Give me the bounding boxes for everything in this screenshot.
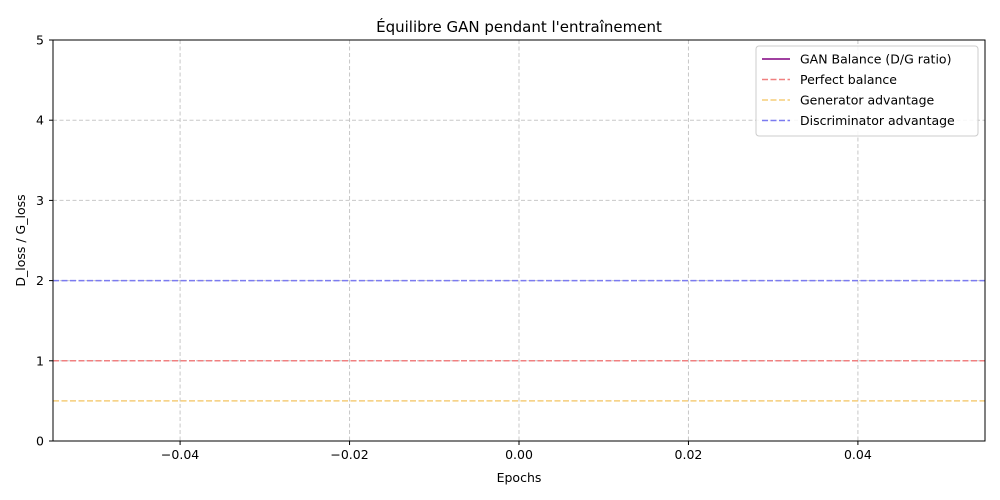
y-tick-label: 4 — [36, 113, 44, 128]
legend-label: Generator advantage — [800, 93, 935, 108]
y-tick-label: 2 — [36, 273, 44, 288]
legend: GAN Balance (D/G ratio) Perfect balance Ge… — [755, 45, 979, 137]
y-tick-label: 0 — [36, 434, 44, 449]
x-ticks: −0.04 −0.02 0.00 0.02 0.04 — [161, 441, 872, 462]
x-tick-label: 0.02 — [675, 447, 703, 462]
chart-title: Équilibre GAN pendant l'entraînement — [376, 17, 662, 36]
x-tick-label: 0.04 — [844, 447, 872, 462]
legend-label: Discriminator advantage — [800, 113, 955, 128]
y-ticks: 0 1 2 3 4 5 — [36, 33, 53, 449]
y-tick-label: 5 — [36, 33, 44, 48]
y-axis-label: D_loss / G_loss — [13, 194, 28, 286]
x-tick-label: −0.02 — [330, 447, 368, 462]
legend-box — [755, 45, 979, 137]
legend-label: GAN Balance (D/G ratio) — [800, 52, 951, 67]
y-tick-label: 3 — [36, 193, 44, 208]
x-tick-label: 0.00 — [505, 447, 533, 462]
legend-label: Perfect balance — [800, 72, 897, 87]
reference-lines — [53, 279, 985, 402]
y-tick-label: 1 — [36, 353, 44, 368]
x-tick-label: −0.04 — [161, 447, 199, 462]
x-axis-label: Epochs — [497, 470, 542, 485]
